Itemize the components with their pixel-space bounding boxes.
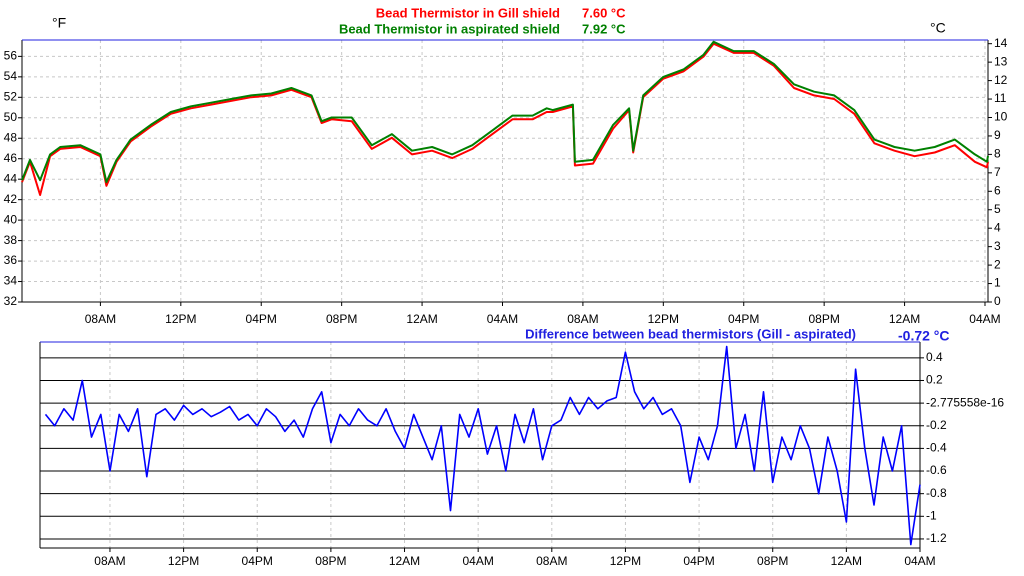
y2-tick-label: -2.775558e-16 [926, 395, 1004, 409]
y-tick-label: 38 [4, 233, 18, 247]
y2-tick-label: 0.2 [926, 373, 943, 387]
x-tick-label: 12AM [831, 554, 862, 568]
x-tick-label: 08AM [85, 312, 116, 326]
x-tick-label: 04AM [969, 312, 1000, 326]
y-tick-label: 36 [4, 253, 18, 267]
current-value: -0.72 °C [898, 328, 950, 344]
y2-tick-label: 0 [994, 294, 1001, 308]
y2-tick-label: -0.6 [926, 463, 947, 477]
y2-tick-label: 10 [994, 110, 1008, 124]
y-tick-label: 46 [4, 151, 18, 165]
data-line [21, 40, 989, 184]
y2-tick-label: -0.2 [926, 418, 947, 432]
x-tick-label: 04AM [904, 554, 935, 568]
x-tick-label: 08PM [326, 312, 357, 326]
x-tick-label: 12PM [610, 554, 641, 568]
x-tick-label: 08AM [536, 554, 567, 568]
y2-tick-label: -1.2 [926, 531, 947, 545]
panel-title: Difference between bead thermistors (Gil… [525, 326, 856, 341]
x-tick-label: 04AM [487, 312, 518, 326]
x-tick-label: 08PM [315, 554, 346, 568]
y2-tick-label: -0.8 [926, 486, 947, 500]
x-tick-label: 12AM [889, 312, 920, 326]
y2-tick-label: 13 [994, 54, 1008, 68]
y-tick-label: 34 [4, 274, 18, 288]
x-tick-label: 12AM [406, 312, 437, 326]
y2-tick-label: 4 [994, 220, 1001, 234]
y-tick-label: 44 [4, 171, 18, 185]
y2-tick-label: 9 [994, 128, 1001, 142]
y-tick-label: 48 [4, 130, 18, 144]
x-tick-label: 04PM [246, 312, 277, 326]
y-tick-label: 52 [4, 89, 18, 103]
x-tick-label: 12AM [389, 554, 420, 568]
y-tick-label: 56 [4, 49, 18, 63]
y-tick-label: 40 [4, 212, 18, 226]
y2-tick-label: 5 [994, 202, 1001, 216]
y2-tick-label: -0.4 [926, 441, 947, 455]
right-unit: °C [930, 20, 946, 36]
data-line [21, 42, 989, 196]
x-tick-label: 04PM [242, 554, 273, 568]
x-tick-label: 04PM [683, 554, 714, 568]
y-tick-label: 42 [4, 192, 18, 206]
x-tick-label: 08PM [808, 312, 839, 326]
x-tick-label: 12PM [165, 312, 196, 326]
x-tick-label: 04AM [462, 554, 493, 568]
legend-value: 7.60 °C [582, 5, 626, 20]
legend-value: 7.92 °C [582, 21, 626, 36]
y2-tick-label: 7 [994, 165, 1001, 179]
y-tick-label: 54 [4, 69, 18, 83]
y2-tick-label: 14 [994, 36, 1008, 50]
y2-tick-label: 6 [994, 183, 1001, 197]
y2-tick-label: 12 [994, 73, 1008, 87]
y-tick-label: 50 [4, 110, 18, 124]
x-tick-label: 12PM [168, 554, 199, 568]
y2-tick-label: 3 [994, 239, 1001, 253]
x-tick-label: 08PM [757, 554, 788, 568]
y2-tick-label: 8 [994, 147, 1001, 161]
x-tick-label: 08AM [94, 554, 125, 568]
y-tick-label: 32 [4, 294, 18, 308]
y2-tick-label: 1 [994, 276, 1001, 290]
x-tick-label: 08AM [567, 312, 598, 326]
y2-tick-label: 0.4 [926, 350, 943, 364]
legend-label: Bead Thermistor in aspirated shield [339, 21, 560, 36]
left-unit: °F [52, 15, 66, 31]
x-tick-label: 04PM [728, 312, 759, 326]
data-line [44, 345, 921, 546]
x-tick-label: 12PM [648, 312, 679, 326]
y2-tick-label: -1 [926, 508, 937, 522]
legend-label: Bead Thermistor in Gill shield [376, 5, 560, 20]
y2-tick-label: 11 [994, 91, 1007, 105]
y2-tick-label: 2 [994, 257, 1001, 271]
